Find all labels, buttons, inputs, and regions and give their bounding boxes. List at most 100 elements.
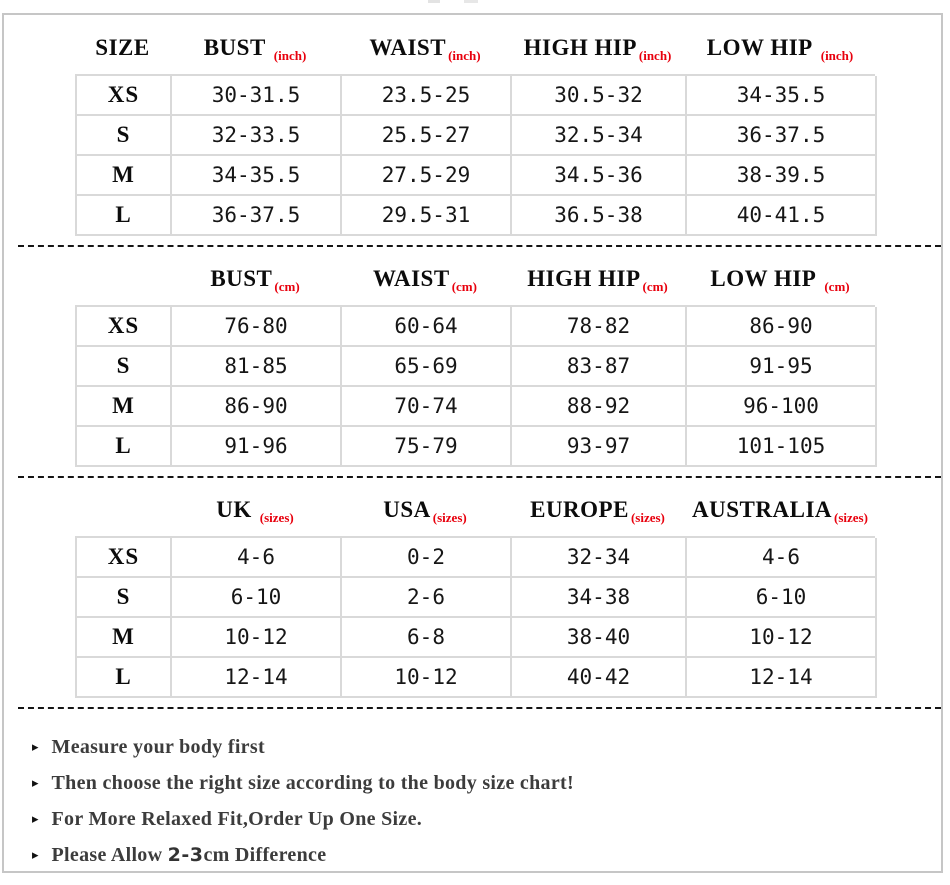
measurement-cell: 40-42	[512, 658, 687, 698]
measurement-cell: 0-2	[342, 538, 512, 578]
column-header: SIZE	[75, 28, 170, 68]
size-table-section-inches: SIZE BUST (inch) WAIST (inch) HIGH HIP (inch) L…	[75, 28, 941, 236]
table-header-row: UK (sizes) USA (sizes) EUROPE (sizes) AUSTRALI…	[75, 490, 941, 530]
cropped-text-remnant	[428, 0, 508, 3]
column-header: USA (sizes)	[340, 490, 510, 530]
measurement-cell: 101-105	[687, 427, 877, 467]
column-header: UK (sizes)	[170, 490, 340, 530]
column-header: AUSTRALIA (sizes)	[685, 490, 875, 530]
table-header-row: SIZE BUST (inch) WAIST (inch) HIGH HIP (inch) L…	[75, 28, 941, 68]
measurement-cell: 75-79	[342, 427, 512, 467]
measurement-cell: 27.5-29	[342, 156, 512, 196]
size-row-label: S	[77, 578, 172, 618]
measurement-cell: 76-80	[172, 307, 342, 347]
column-header-label: BUST	[210, 266, 273, 291]
chart-border-box: SIZE BUST (inch) WAIST (inch) HIGH HIP (inch) L…	[2, 13, 943, 873]
column-header-label: BUST	[203, 35, 266, 60]
measurement-cell: 32-34	[512, 538, 687, 578]
measurement-cell: 29.5-31	[342, 196, 512, 236]
size-row-label: M	[77, 618, 172, 658]
table-row: L 36-37.5 29.5-31 36.5-38 40-41.5	[77, 196, 877, 236]
column-header: BUST (inch)	[170, 28, 340, 68]
note-text: Then choose the right size according to …	[51, 771, 574, 794]
measurement-cell: 38-40	[512, 618, 687, 658]
size-row-label: XS	[77, 307, 172, 347]
size-table: XS 30-31.5 23.5-25 30.5-32 34-35.5 S 32-33.5 25…	[75, 74, 877, 236]
note-item: ▸ For More Relaxed Fit,Order Up One Size.	[32, 801, 941, 837]
measurement-cell: 10-12	[172, 618, 342, 658]
measurement-cell: 10-12	[342, 658, 512, 698]
unit-subscript: (sizes)	[259, 510, 294, 525]
column-header: LOW HIP (cm)	[685, 259, 875, 299]
measurement-cell: 36.5-38	[512, 196, 687, 236]
measurement-cell: 36-37.5	[172, 196, 342, 236]
size-table: XS 4-6 0-2 32-34 4-6 S 6-10 2-6 34-38 6-10 M 10-12 6…	[75, 536, 877, 698]
unit-subscript: (cm)	[274, 279, 300, 294]
measurement-cell: 83-87	[512, 347, 687, 387]
column-header-label: WAIST	[373, 266, 450, 291]
measurement-cell: 4-6	[172, 538, 342, 578]
unit-subscript: (sizes)	[432, 510, 467, 525]
size-row-label: L	[77, 196, 172, 236]
column-header: HIGH HIP (inch)	[510, 28, 685, 68]
table-row: XS 30-31.5 23.5-25 30.5-32 34-35.5	[77, 76, 877, 116]
note-item: ▸ Then choose the right size according to…	[32, 765, 941, 801]
measurement-cell: 12-14	[687, 658, 877, 698]
measurement-cell: 34-35.5	[687, 76, 877, 116]
triangle-bullet-icon: ▸	[32, 739, 39, 755]
column-header	[75, 490, 170, 530]
column-header-label: AUSTRALIA	[692, 497, 833, 522]
measurement-cell: 6-10	[687, 578, 877, 618]
notes-list: ▸ Measure your body first ▸ Then choose the…	[32, 729, 941, 873]
triangle-bullet-icon: ▸	[32, 811, 39, 827]
unit-subscript: (inch)	[638, 48, 672, 63]
size-table-section-centimeters: BUST (cm) WAIST (cm) HIGH HIP (cm) LOW HIP (cm)…	[75, 259, 941, 467]
measurement-cell: 86-90	[172, 387, 342, 427]
table-row: M 10-12 6-8 38-40 10-12	[77, 618, 877, 658]
column-header	[75, 259, 170, 299]
unit-subscript: (cm)	[824, 279, 850, 294]
measurement-cell: 60-64	[342, 307, 512, 347]
measurement-cell: 70-74	[342, 387, 512, 427]
size-table-section-international-sizes: UK (sizes) USA (sizes) EUROPE (sizes) AUSTRALI…	[75, 490, 941, 698]
measurement-cell: 81-85	[172, 347, 342, 387]
note-text: 2-3	[167, 844, 204, 866]
table-row: S 81-85 65-69 83-87 91-95	[77, 347, 877, 387]
size-row-label: M	[77, 156, 172, 196]
measurement-cell: 91-96	[172, 427, 342, 467]
size-row-label: L	[77, 427, 172, 467]
measurement-cell: 30.5-32	[512, 76, 687, 116]
column-header-label: UK	[216, 497, 252, 522]
column-header-label: HIGH HIP	[523, 35, 637, 60]
column-header-label: LOW HIP	[706, 35, 813, 60]
unit-subscript: (inch)	[273, 48, 307, 63]
table-row: M 34-35.5 27.5-29 34.5-36 38-39.5	[77, 156, 877, 196]
measurement-cell: 96-100	[687, 387, 877, 427]
column-header-label: SIZE	[95, 35, 150, 60]
measurement-cell: 40-41.5	[687, 196, 877, 236]
column-header: WAIST (inch)	[340, 28, 510, 68]
table-row: S 6-10 2-6 34-38 6-10	[77, 578, 877, 618]
table-row: M 86-90 70-74 88-92 96-100	[77, 387, 877, 427]
table-row: S 32-33.5 25.5-27 32.5-34 36-37.5	[77, 116, 877, 156]
note-text: Please Allow	[51, 843, 168, 866]
size-row-label: XS	[77, 538, 172, 578]
measurement-cell: 10-12	[687, 618, 877, 658]
column-header: EUROPE (sizes)	[510, 490, 685, 530]
column-header-label: HIGH HIP	[527, 266, 641, 291]
measurement-cell: 23.5-25	[342, 76, 512, 116]
measurement-cell: 32.5-34	[512, 116, 687, 156]
table-row: L 12-14 10-12 40-42 12-14	[77, 658, 877, 698]
measurement-cell: 34.5-36	[512, 156, 687, 196]
measurement-cell: 86-90	[687, 307, 877, 347]
measurement-cell: 38-39.5	[687, 156, 877, 196]
measurement-cell: 6-10	[172, 578, 342, 618]
note-text: Measure your body first	[51, 735, 265, 758]
table-header-row: BUST (cm) WAIST (cm) HIGH HIP (cm) LOW HIP (cm)	[75, 259, 941, 299]
table-row: L 91-96 75-79 93-97 101-105	[77, 427, 877, 467]
measurement-cell: 88-92	[512, 387, 687, 427]
table-row: XS 76-80 60-64 78-82 86-90	[77, 307, 877, 347]
triangle-bullet-icon: ▸	[32, 775, 39, 791]
triangle-bullet-icon: ▸	[32, 847, 39, 863]
